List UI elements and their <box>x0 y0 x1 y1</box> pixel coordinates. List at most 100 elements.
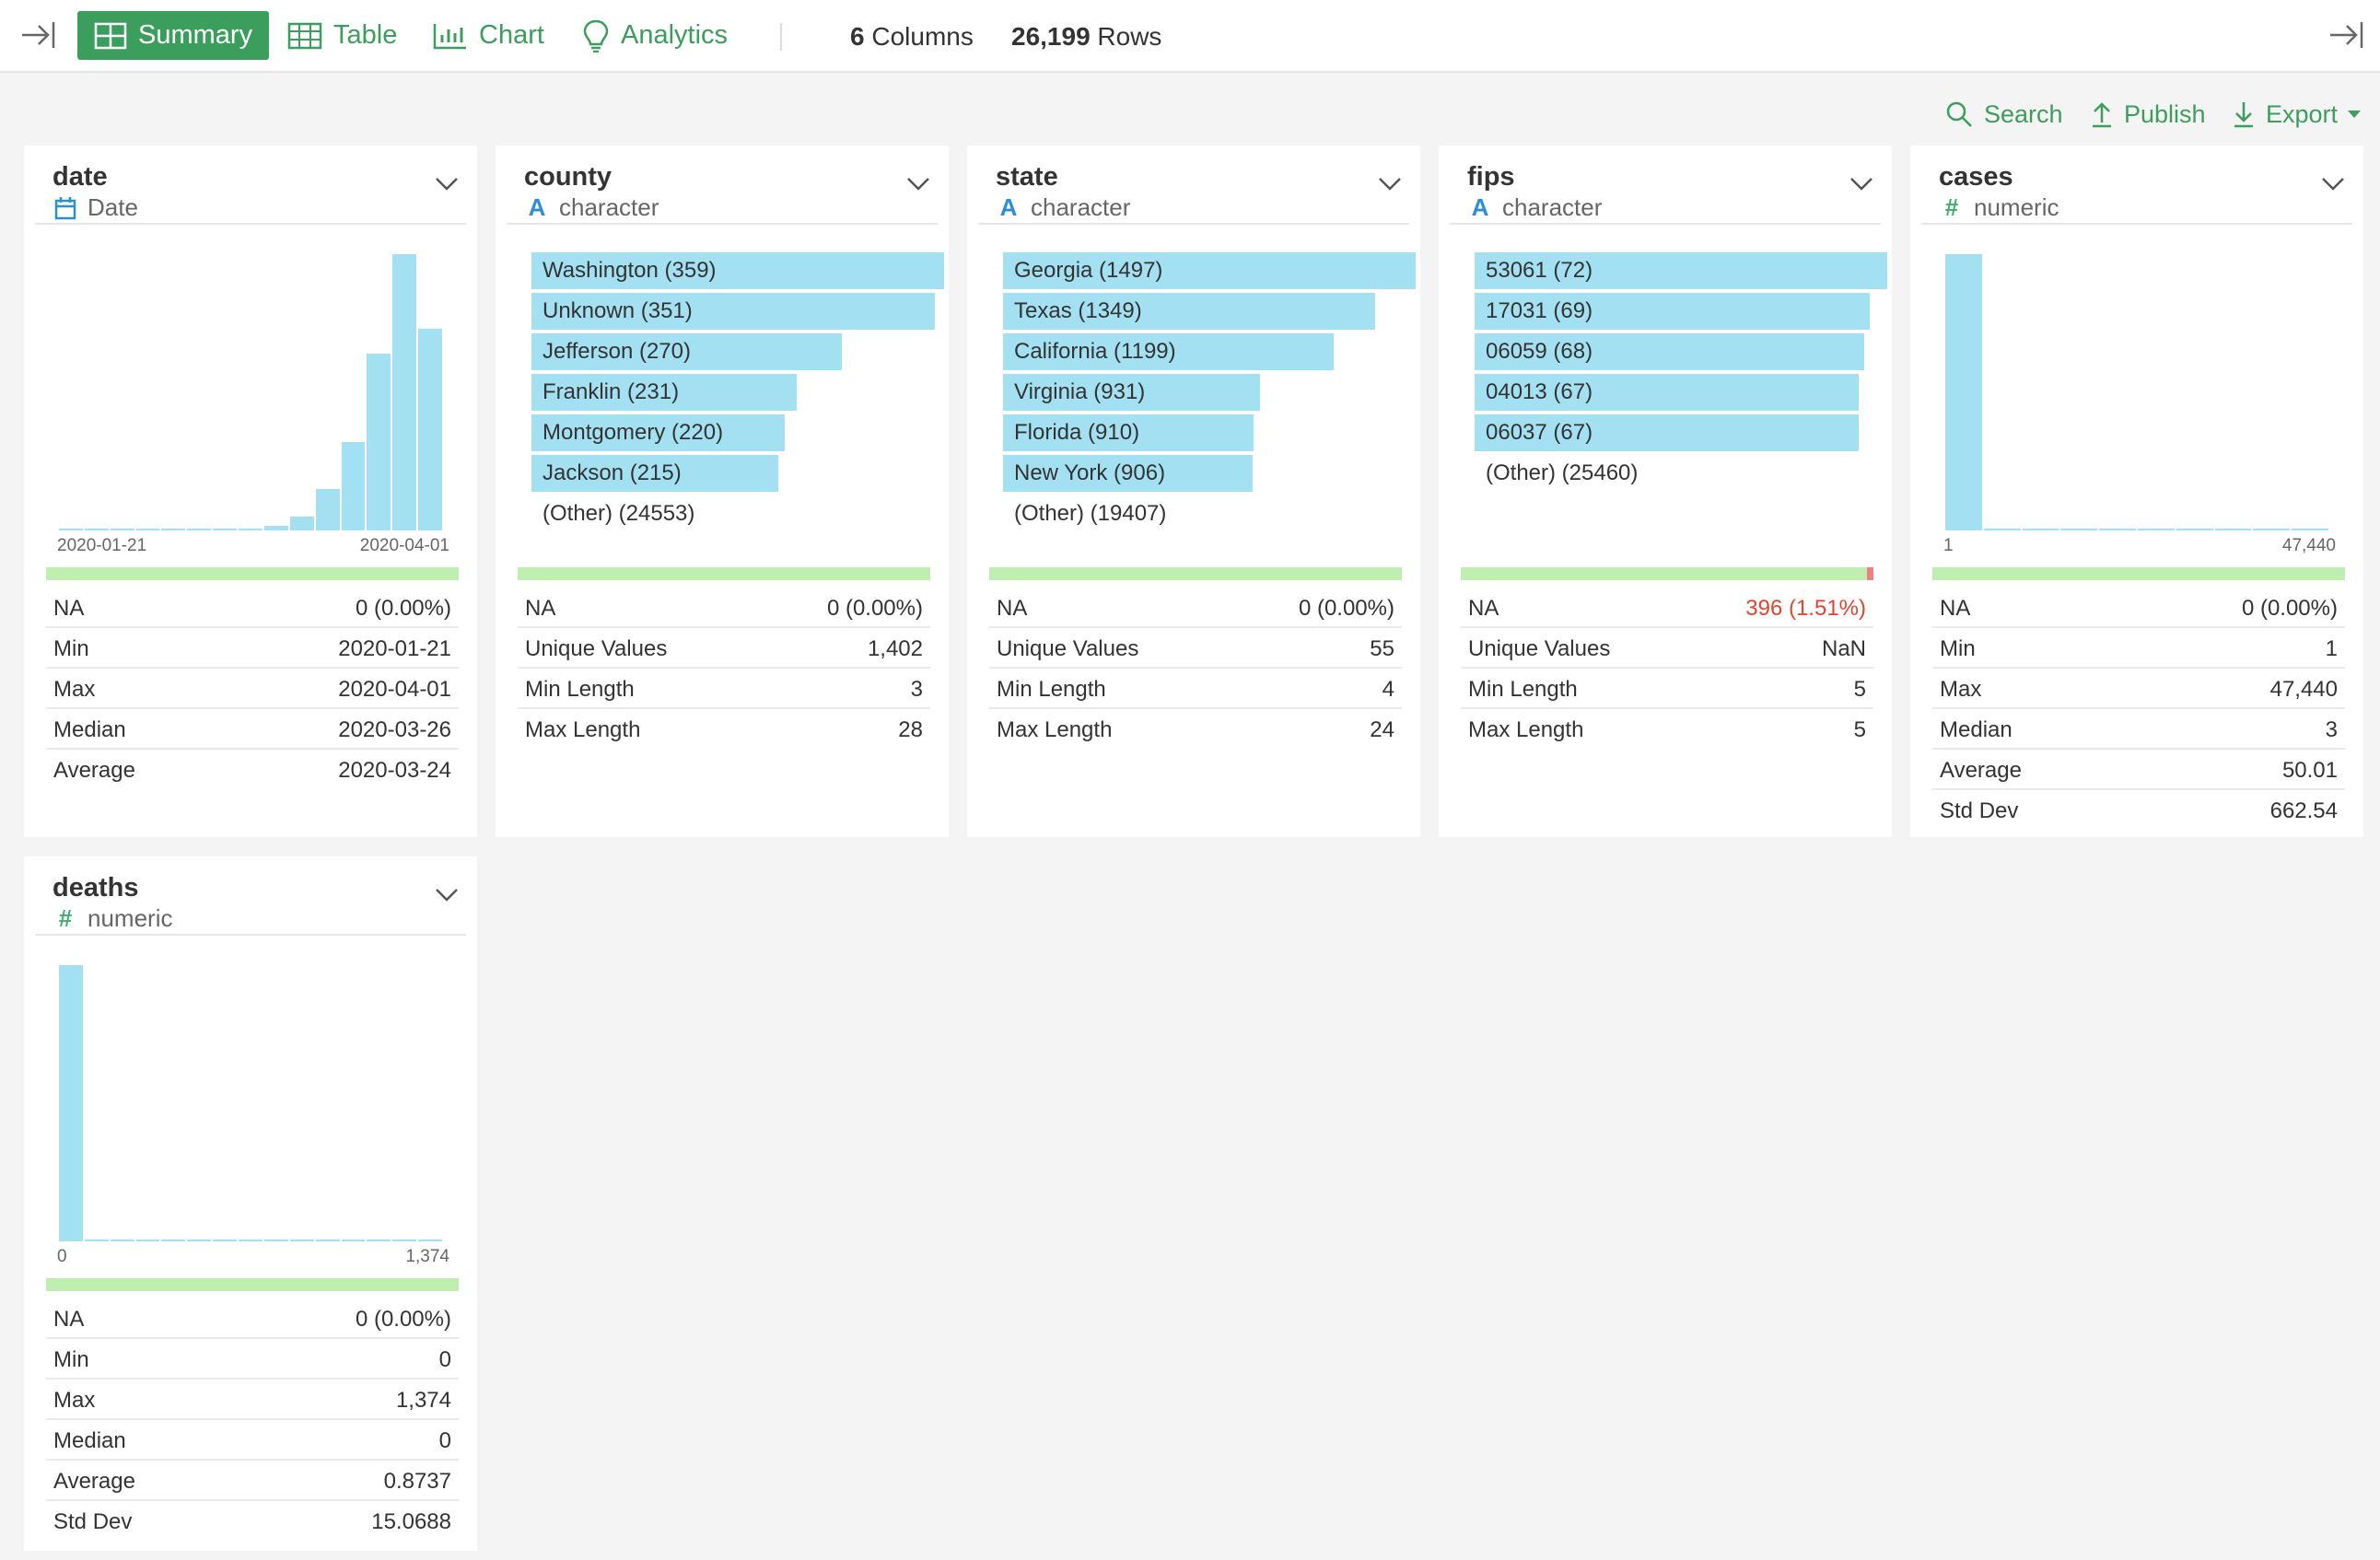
category-bar[interactable] <box>531 374 798 411</box>
histogram-x-max-label: 1,374 <box>405 1247 449 1266</box>
expand-left-panel-icon[interactable] <box>20 18 57 52</box>
histogram-bar <box>213 1240 238 1241</box>
histogram-bar <box>367 1240 391 1241</box>
histogram-bar <box>2176 529 2213 530</box>
histogram-bar <box>418 1240 442 1241</box>
category-label: 06037 (67) <box>1486 420 1593 445</box>
chevron-down-icon[interactable] <box>906 177 930 192</box>
chevron-down-icon[interactable] <box>1378 177 1402 192</box>
tab-chart[interactable]: Chart <box>433 11 544 60</box>
category-label: (Other) (19407) <box>1014 501 1167 526</box>
category-label: Jefferson (270) <box>542 339 691 364</box>
stat-row: Std Dev 15.0688 <box>46 1501 459 1542</box>
category-bar[interactable] <box>1003 414 1254 451</box>
hash-icon: # <box>58 904 73 932</box>
histogram-bar <box>315 1240 340 1241</box>
column-header: deaths # numeric <box>35 856 466 936</box>
category-bar[interactable] <box>531 293 936 330</box>
search-button[interactable]: Search <box>1945 98 2063 131</box>
export-label: Export <box>2266 99 2339 128</box>
data-quality-bar <box>46 1278 459 1291</box>
stat-value: 662.54 <box>2269 798 2338 823</box>
data-quality-missing <box>1867 567 1873 580</box>
tab-chart-label: Chart <box>479 20 544 50</box>
stat-value: 0 <box>438 1428 451 1453</box>
data-quality-bar <box>1461 567 1873 580</box>
category-label: Jackson (215) <box>542 460 682 485</box>
stat-value: 47,440 <box>2269 677 2338 702</box>
histogram-bar <box>2292 529 2328 530</box>
stat-row: Min Length 3 <box>518 669 930 709</box>
chevron-down-icon[interactable] <box>435 888 459 902</box>
category-bar[interactable] <box>1475 252 1887 289</box>
download-icon <box>2234 102 2253 128</box>
row-count: 26,199 Rows <box>1011 22 1162 51</box>
stat-value: 28 <box>898 717 923 742</box>
column-card-date: date Date 2020-01-21 2020-04-01 NA 0 (0.00%) M… <box>24 146 477 837</box>
stat-label: Min Length <box>997 677 1106 702</box>
stat-label: Min <box>1940 636 1976 661</box>
stat-value: 5 <box>1853 717 1866 742</box>
category-label: 53061 (72) <box>1486 258 1593 283</box>
category-bar[interactable] <box>1475 374 1860 411</box>
histogram-bar <box>84 529 109 530</box>
tab-analytics[interactable]: Analytics <box>582 11 728 60</box>
category-label: (Other) (25460) <box>1486 460 1639 485</box>
category-bar[interactable] <box>531 252 944 289</box>
chevron-down-icon[interactable] <box>1849 177 1873 192</box>
stat-row: Average 50.01 <box>1932 750 2345 790</box>
category-label: 17031 (69) <box>1486 298 1593 323</box>
tab-table[interactable]: Table <box>287 11 397 60</box>
chevron-down-icon[interactable] <box>435 177 459 192</box>
histogram-x-min-label: 1 <box>1943 536 1954 555</box>
stat-value: 1 <box>2325 636 2338 661</box>
text-A-icon: A <box>1471 193 1489 221</box>
histogram-bar <box>1983 529 2021 530</box>
column-name: county <box>524 162 612 192</box>
export-button[interactable]: Export <box>2233 98 2363 131</box>
category-bar[interactable] <box>1475 293 1871 330</box>
stat-label: Average <box>53 758 135 783</box>
publish-button[interactable]: Publish <box>2091 98 2206 131</box>
stat-label: Std Dev <box>53 1509 133 1534</box>
category-bar[interactable] <box>1003 293 1375 330</box>
category-label: (Other) (24553) <box>542 501 695 526</box>
column-type: Date <box>52 193 138 222</box>
histogram-bar <box>263 1240 288 1241</box>
histogram-bar <box>239 528 262 530</box>
stat-label: Max Length <box>525 717 641 742</box>
column-type-label: character <box>559 193 659 221</box>
histogram-bar <box>187 1240 212 1241</box>
stat-value: 3 <box>2325 717 2338 742</box>
stat-row: Min 2020-01-21 <box>46 628 459 669</box>
chevron-down-icon[interactable] <box>2321 177 2345 192</box>
category-bar[interactable] <box>1003 374 1260 411</box>
category-bar[interactable] <box>531 455 779 492</box>
category-bar[interactable] <box>1003 252 1416 289</box>
histogram-bar <box>2138 529 2175 530</box>
category-bar[interactable] <box>1003 455 1254 492</box>
toolbar-divider <box>780 23 782 51</box>
stat-value: 2020-04-01 <box>338 677 451 702</box>
stat-row: Median 3 <box>1932 709 2345 750</box>
column-name: state <box>996 162 1058 192</box>
category-bar[interactable] <box>1475 333 1864 370</box>
histogram-bar <box>2253 529 2291 530</box>
category-bar[interactable] <box>531 414 785 451</box>
expand-right-panel-icon[interactable] <box>2328 18 2365 52</box>
category-bar[interactable] <box>1003 333 1334 370</box>
histogram-x-min-label: 0 <box>57 1247 67 1266</box>
tab-summary[interactable]: Summary <box>77 11 270 60</box>
category-bar[interactable] <box>531 333 842 370</box>
histogram-bar <box>392 254 417 530</box>
stat-row: Median 0 <box>46 1420 459 1461</box>
stat-value: 2020-01-21 <box>338 636 451 661</box>
stat-label: NA <box>53 1307 85 1332</box>
histogram-bar <box>289 1240 314 1241</box>
category-bar[interactable] <box>1475 414 1860 451</box>
lightbulb-icon <box>583 19 609 52</box>
